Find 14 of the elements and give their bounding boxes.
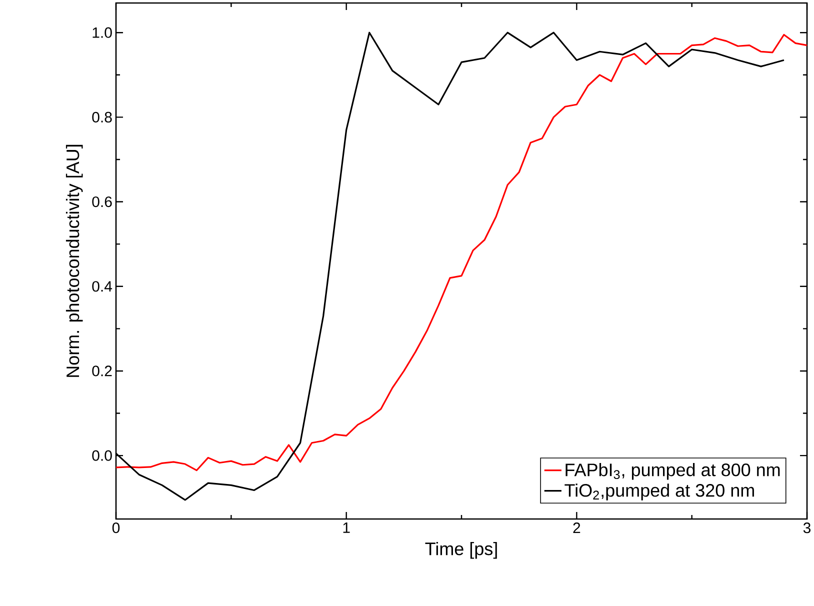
legend-label: TiO$_{2}$,pumped at 320 nm [564, 484, 754, 500]
x-tick-label: 1 [343, 522, 350, 533]
y-tick-label: 0.6 [92, 196, 112, 208]
y-tick-label: 0.0 [92, 450, 112, 461]
x-tick-label: 3 [803, 522, 811, 534]
y-axis-title: Norm. photoconductivity [AU] [66, 144, 83, 377]
y-tick-label: 0.4 [92, 281, 112, 292]
x-axis-title: Time [ps] [425, 542, 497, 559]
y-tick-label: 0.8 [92, 112, 112, 122]
x-tick-label: 2 [573, 522, 580, 534]
y-tick-label: 1.0 [92, 27, 112, 38]
x-tick-label: 0 [112, 522, 120, 534]
y-tick-label: 0.2 [92, 366, 112, 376]
legend-label: FAPbI$_{3}$, pumped at 800 nm [566, 463, 780, 480]
